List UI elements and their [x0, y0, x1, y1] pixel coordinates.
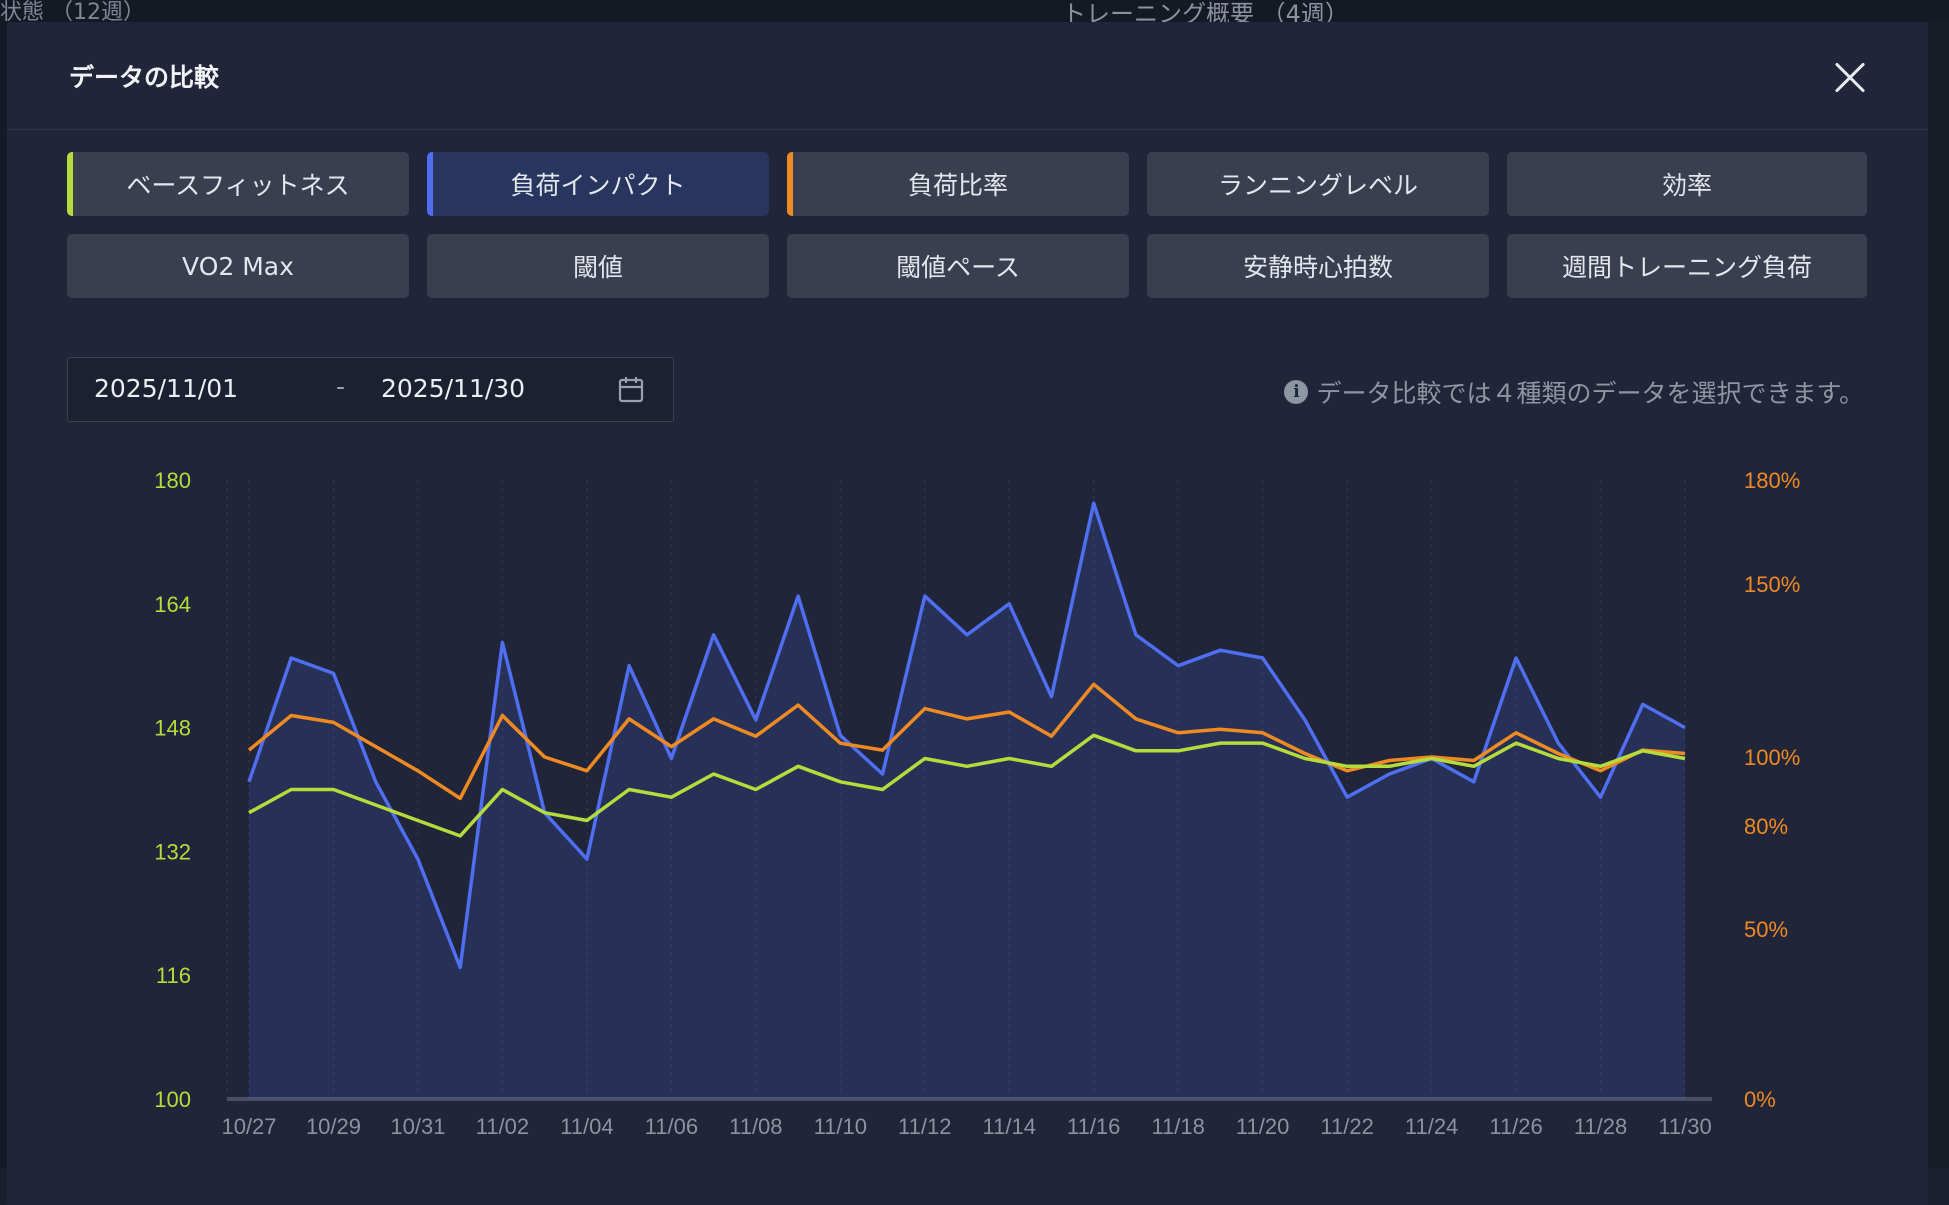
metric-label: ベースフィットネス: [126, 171, 350, 200]
y-left-tick-label: 164: [154, 592, 191, 617]
y-right-tick-label: 150%: [1744, 572, 1800, 597]
x-tick-label: 11/10: [814, 1114, 867, 1139]
y-right-tick-label: 100%: [1744, 745, 1800, 770]
x-tick-label: 11/28: [1574, 1114, 1627, 1139]
metric-label: ランニングレベル: [1217, 171, 1418, 200]
metric-label: 負荷比率: [907, 171, 1008, 200]
x-tick-label: 11/14: [983, 1114, 1036, 1139]
metric-label: 閾値ペース: [896, 253, 1020, 282]
y-left-tick-label: 180: [154, 468, 191, 493]
metric-label: 安静時心拍数: [1242, 253, 1393, 282]
y-left-tick-label: 132: [154, 839, 191, 864]
metric-button-efficiency[interactable]: 効率: [1507, 152, 1867, 216]
info-icon: i: [1284, 380, 1309, 404]
compare-data-modal: データの比較 ベースフィットネス 負荷インパクト 負荷比率 ランニングレベル 効…: [7, 22, 1928, 1205]
background-left-title: 状態 （12週）: [0, 0, 145, 25]
series-area-負荷インパクト: [249, 503, 1685, 1099]
series-color-indicator: [427, 152, 433, 216]
metric-button-vo2max[interactable]: VO2 Max: [67, 234, 409, 298]
y-right-tick-label: 80%: [1744, 814, 1788, 839]
series-line-負荷インパクト: [247, 501, 1686, 970]
metric-button-resting-hr[interactable]: 安静時心拍数: [1147, 234, 1489, 298]
metric-button-weekly-training-load[interactable]: 週間トレーニング負荷: [1507, 234, 1867, 298]
info-note-text: データ比較では４種類のデータを選択できます。: [1316, 379, 1864, 408]
date-separator: -: [336, 372, 346, 401]
metric-button-load-impact[interactable]: 負荷インパクト: [427, 152, 769, 216]
x-tick-label: 10/27: [221, 1114, 276, 1139]
background-right-panel: [1928, 20, 1949, 1205]
x-tick-label: 11/20: [1236, 1114, 1289, 1139]
y-left-tick-label: 148: [154, 716, 191, 741]
comparison-chart: 180 164 148 132 116 100 180% 150% 100% 80% 50% 0% 10…: [154, 468, 1800, 1139]
x-tick-label: 11/24: [1405, 1114, 1458, 1139]
metric-label: 負荷インパクト: [510, 171, 686, 200]
y-left-tick-label: 100: [154, 1087, 191, 1112]
y-right-tick-label: 0%: [1744, 1087, 1776, 1112]
y-right-tick-label: 50%: [1744, 917, 1788, 942]
series-color-indicator: [787, 152, 793, 216]
series-color-indicator: [67, 152, 73, 216]
x-tick-label: 11/08: [729, 1114, 782, 1139]
x-tick-label: 11/06: [645, 1114, 698, 1139]
series-line-ベースフィットネス: [248, 733, 1686, 838]
metric-label: 閾値: [572, 253, 623, 282]
x-tick-label: 11/02: [476, 1114, 529, 1139]
x-tick-label: 11/18: [1151, 1114, 1204, 1139]
x-tick-label: 10/29: [306, 1114, 361, 1139]
metric-button-threshold[interactable]: 閾値: [427, 234, 769, 298]
metric-label: 週間トレーニング負荷: [1561, 253, 1812, 282]
x-tick-label: 11/30: [1658, 1114, 1711, 1139]
x-tick-label: 10/31: [390, 1114, 445, 1139]
x-tick-label: 11/04: [560, 1114, 613, 1139]
modal-title: データの比較: [69, 63, 220, 92]
metric-button-running-level[interactable]: ランニングレベル: [1147, 152, 1489, 216]
x-tick-label: 11/22: [1320, 1114, 1373, 1139]
info-note: i データ比較では４種類のデータを選択できます。: [1284, 374, 1864, 410]
metric-button-threshold-pace[interactable]: 閾値ペース: [787, 234, 1129, 298]
metric-button-load-ratio[interactable]: 負荷比率: [787, 152, 1129, 216]
metric-button-base-fitness[interactable]: ベースフィットネス: [67, 152, 409, 216]
y-left-tick-label: 116: [156, 963, 191, 988]
date-range-picker[interactable]: 2025/11/01 - 2025/11/30: [67, 357, 674, 422]
modal-header: データの比較: [7, 22, 1928, 130]
y-right-tick-label: 180%: [1744, 468, 1800, 493]
x-tick-label: 11/12: [898, 1114, 951, 1139]
series-line-負荷比率: [247, 682, 1686, 801]
metric-label: 効率: [1661, 171, 1712, 200]
calendar-icon[interactable]: [618, 376, 644, 404]
date-start[interactable]: 2025/11/01: [94, 374, 239, 403]
metric-label: VO2 Max: [182, 251, 294, 281]
date-end[interactable]: 2025/11/30: [381, 374, 526, 403]
x-tick-label: 11/26: [1489, 1114, 1542, 1139]
x-tick-label: 11/16: [1067, 1114, 1120, 1139]
background-header: [0, 0, 1949, 26]
